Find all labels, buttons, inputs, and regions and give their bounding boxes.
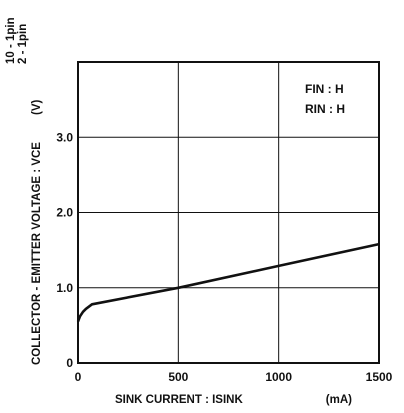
y-tick-label: 0 [66,356,73,370]
y-tick-label: 2.0 [56,206,73,220]
x-axis-unit: (mA) [326,394,352,406]
x-tick-labels: 0 500 1000 1500 [75,370,393,384]
y-axis-unit: (V) [31,100,43,116]
x-tick-label: 0 [75,370,82,384]
y-tick-label: 3.0 [56,130,73,144]
x-tick-label: 500 [168,370,188,384]
annotation-fin: FIN : H [305,82,344,96]
x-axis-label: SINK CURRENT : ISINK [115,394,243,406]
y-axis-pin-label-bottom: 2 - 1pin [17,24,29,64]
grid-lines [78,62,379,363]
y-tick-labels: 0 1.0 2.0 3.0 [56,130,73,370]
x-tick-label: 1500 [366,370,393,384]
x-tick-label: 1000 [265,370,292,384]
y-axis-label: COLLECTOR - EMITTER VOLTAGE : VCE [31,142,43,365]
plot-frame [77,61,380,364]
y-tick-label: 1.0 [56,281,73,295]
annotation-rin: RIN : H [305,102,345,116]
y-axis-pin-label-top: 10 - 1pin [5,17,17,64]
vce-curve [76,242,380,323]
